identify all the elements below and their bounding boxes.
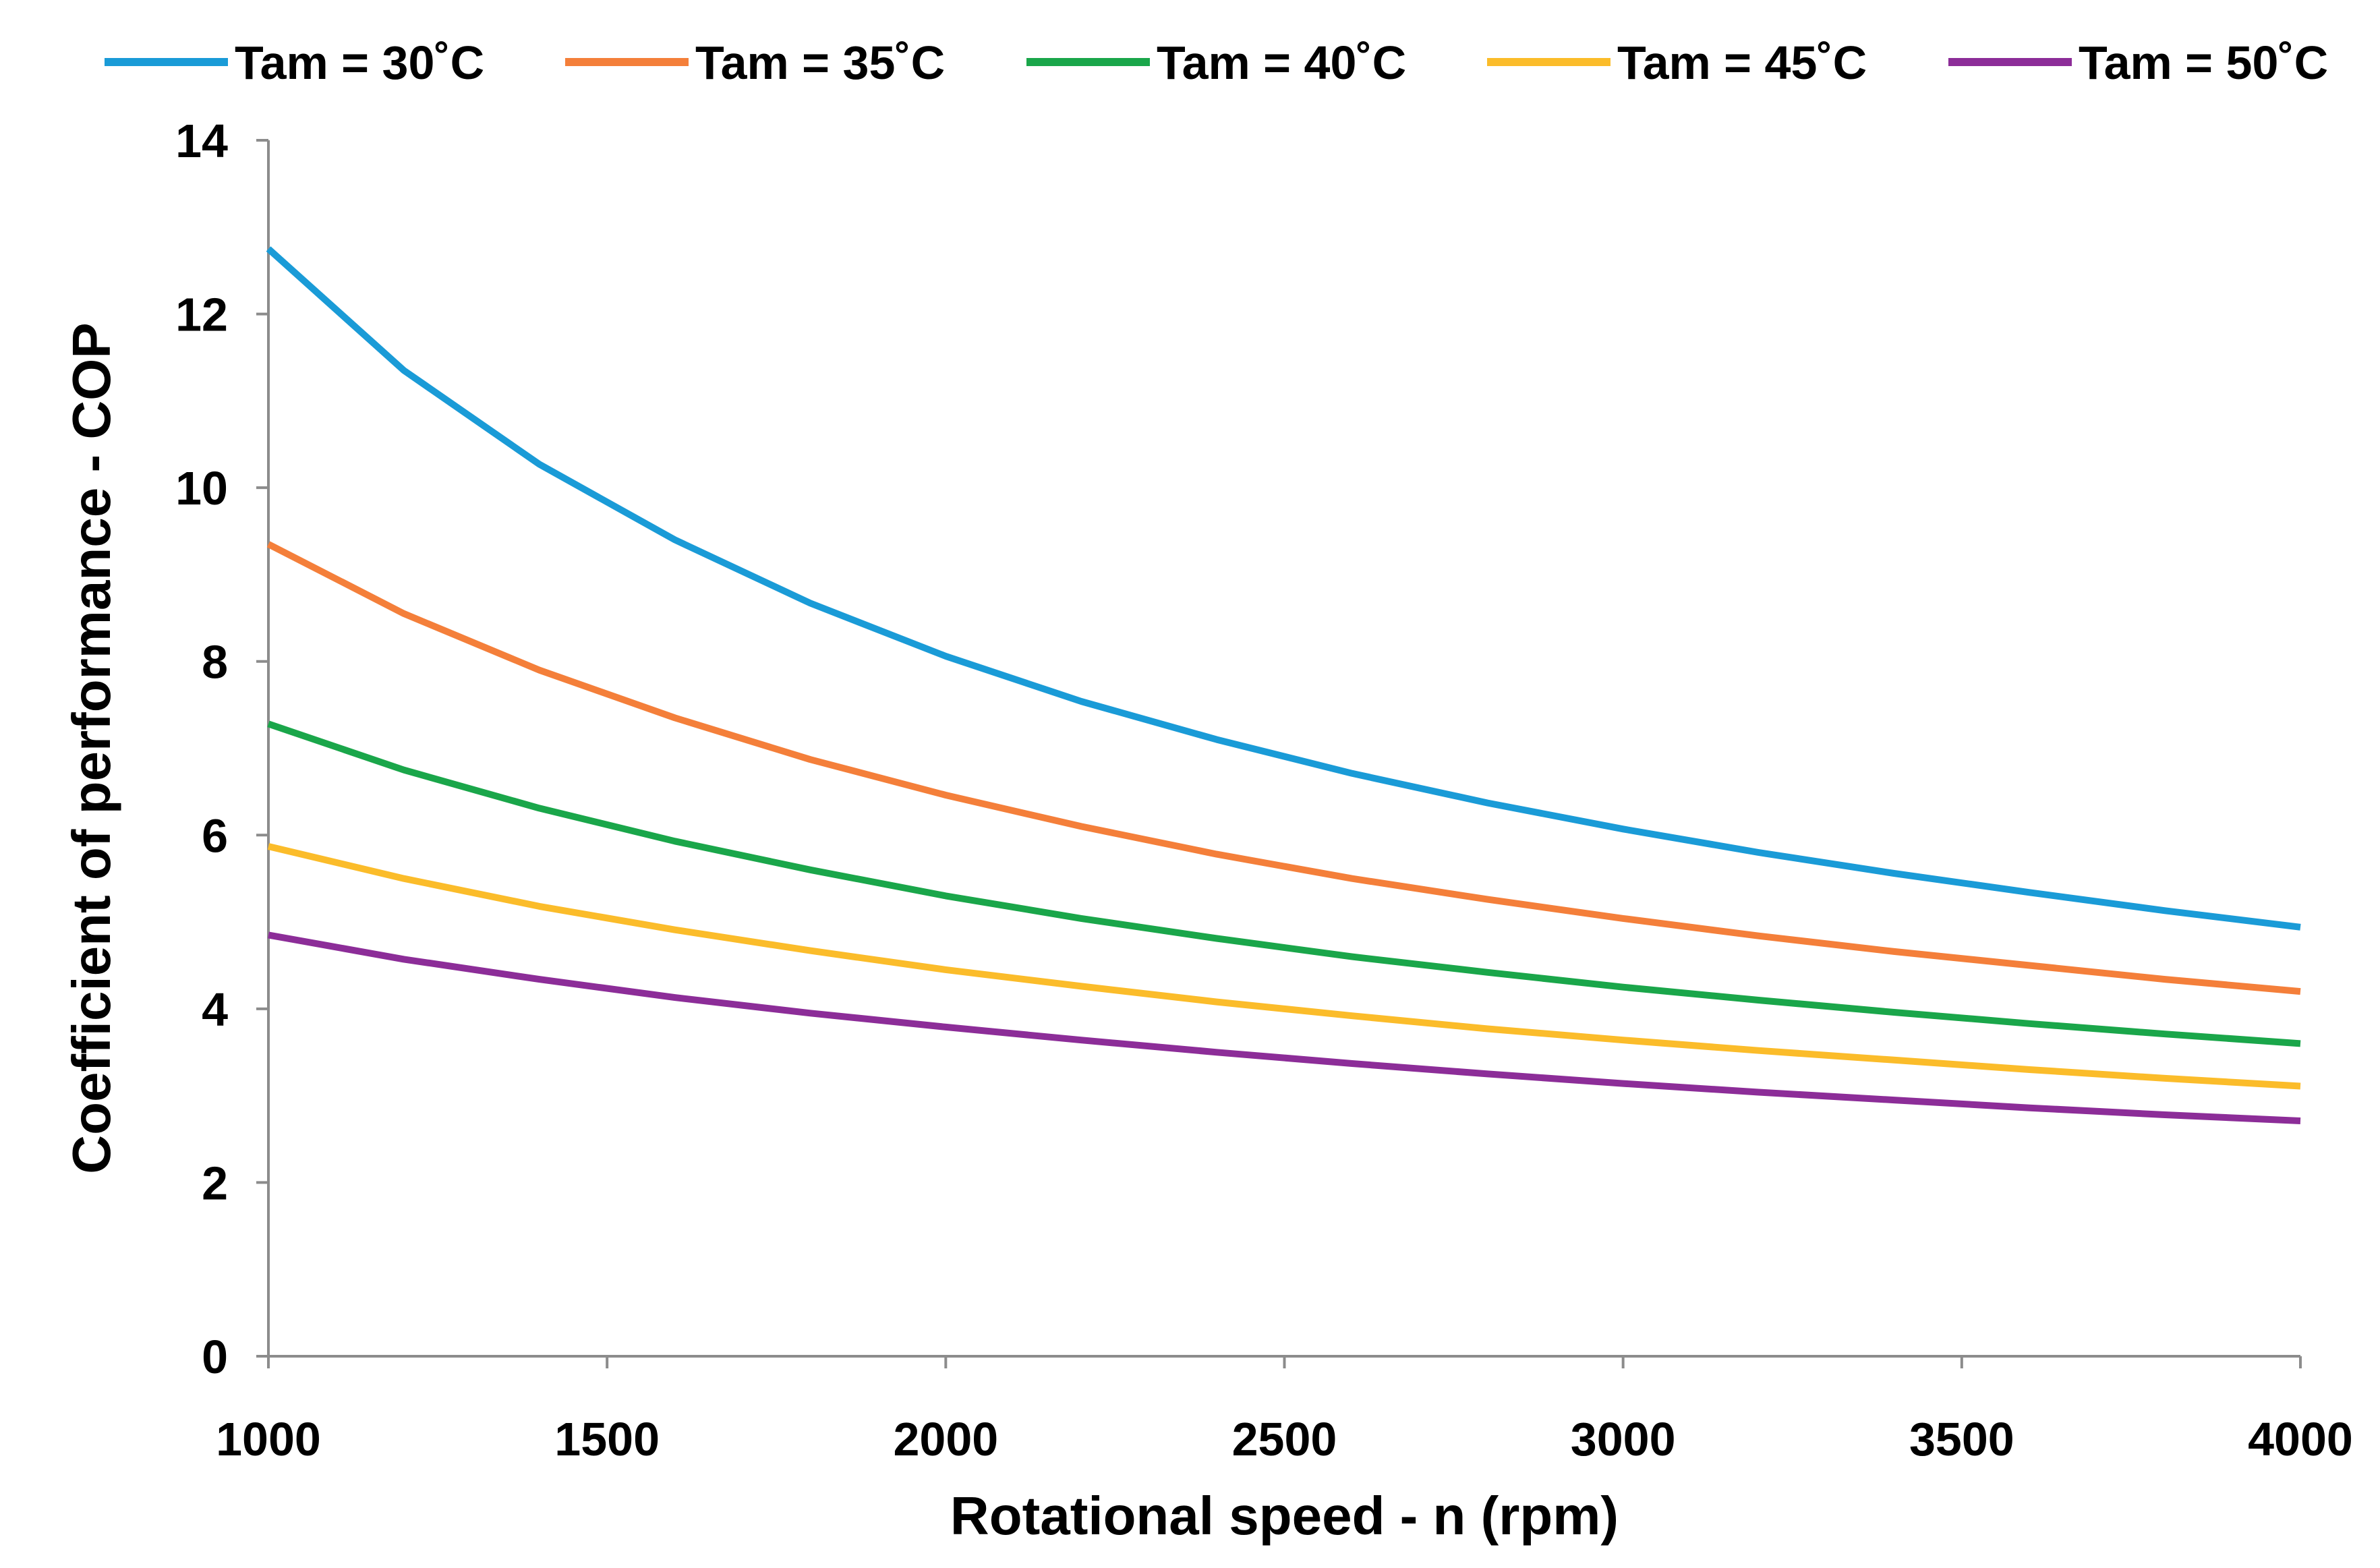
y-tick-label: 8 (202, 636, 228, 689)
series-line-3 (267, 720, 2301, 1047)
x-tick-label: 1500 (554, 1413, 660, 1465)
legend-label: Tam = 50˚C (2079, 36, 2328, 89)
legend-label: Tam = 40˚C (1157, 36, 1406, 89)
y-tick-label: 14 (175, 115, 228, 167)
x-tick-label: 3000 (1571, 1413, 1676, 1465)
series-line-4 (267, 843, 2301, 1090)
y-tick-label: 6 (202, 809, 228, 862)
legend-label: Tam = 35˚C (695, 36, 945, 89)
legend-item-2: Tam = 35˚C (565, 36, 945, 89)
series-line-2 (266, 541, 2301, 995)
y-axis-title: Coefficient of performance - COP (61, 322, 121, 1173)
legend: Tam = 30˚C Tam = 35˚C Tam = 40˚C Tam = 45˚C… (105, 36, 2328, 89)
series-lines (266, 246, 2301, 1124)
legend-item-4: Tam = 45˚C (1487, 36, 1867, 89)
legend-item-5: Tam = 50˚C (1948, 36, 2328, 89)
x-tick-label: 2000 (893, 1413, 998, 1465)
series-line-1 (266, 246, 2301, 931)
y-tick-label: 10 (175, 462, 228, 515)
y-tick-label: 2 (202, 1157, 228, 1209)
x-tick-label: 3500 (1909, 1413, 2014, 1465)
legend-item-3: Tam = 40˚C (1026, 36, 1406, 89)
x-tick-label: 2500 (1232, 1413, 1337, 1465)
legend-label: Tam = 45˚C (1617, 36, 1867, 89)
x-tick-label: 4000 (2248, 1413, 2353, 1465)
y-tick-label: 12 (175, 289, 228, 341)
x-axis-title: Rotational speed - n (rpm) (950, 1486, 1619, 1546)
y-tick-label: 0 (202, 1331, 228, 1383)
axes: 0 2 4 6 8 10 12 14 1000 1500 2000 2500 3000 3500 4000 (175, 115, 2353, 1465)
legend-label: Tam = 30˚C (235, 36, 484, 89)
legend-item-1: Tam = 30˚C (105, 36, 484, 89)
y-tick-label: 4 (202, 983, 228, 1036)
series-line-5 (268, 931, 2301, 1124)
x-tick-label: 1000 (216, 1413, 321, 1465)
